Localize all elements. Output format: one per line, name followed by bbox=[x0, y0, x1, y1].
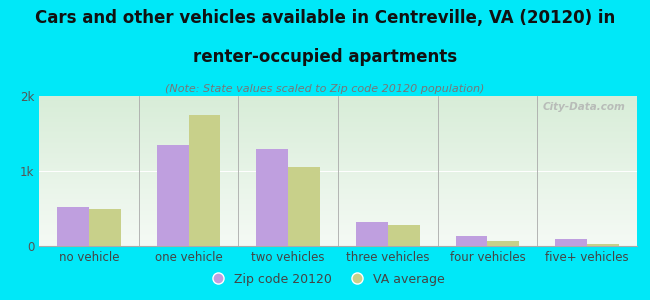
Bar bbox=[188, 115, 220, 246]
Bar bbox=[157, 145, 188, 246]
Text: Cars and other vehicles available in Centreville, VA (20120) in: Cars and other vehicles available in Cen… bbox=[35, 9, 615, 27]
Bar bbox=[288, 167, 320, 246]
Bar bbox=[356, 222, 388, 246]
Legend: Zip code 20120, VA average: Zip code 20120, VA average bbox=[200, 268, 450, 291]
Bar bbox=[388, 225, 420, 246]
Bar bbox=[456, 236, 488, 246]
Bar bbox=[587, 244, 619, 246]
Bar bbox=[555, 238, 587, 246]
Bar bbox=[488, 241, 519, 246]
Bar bbox=[57, 207, 89, 246]
Text: City-Data.com: City-Data.com bbox=[542, 102, 625, 112]
Bar bbox=[256, 148, 288, 246]
Text: renter-occupied apartments: renter-occupied apartments bbox=[193, 48, 457, 66]
Bar bbox=[89, 209, 121, 246]
Text: (Note: State values scaled to Zip code 20120 population): (Note: State values scaled to Zip code 2… bbox=[165, 84, 485, 94]
